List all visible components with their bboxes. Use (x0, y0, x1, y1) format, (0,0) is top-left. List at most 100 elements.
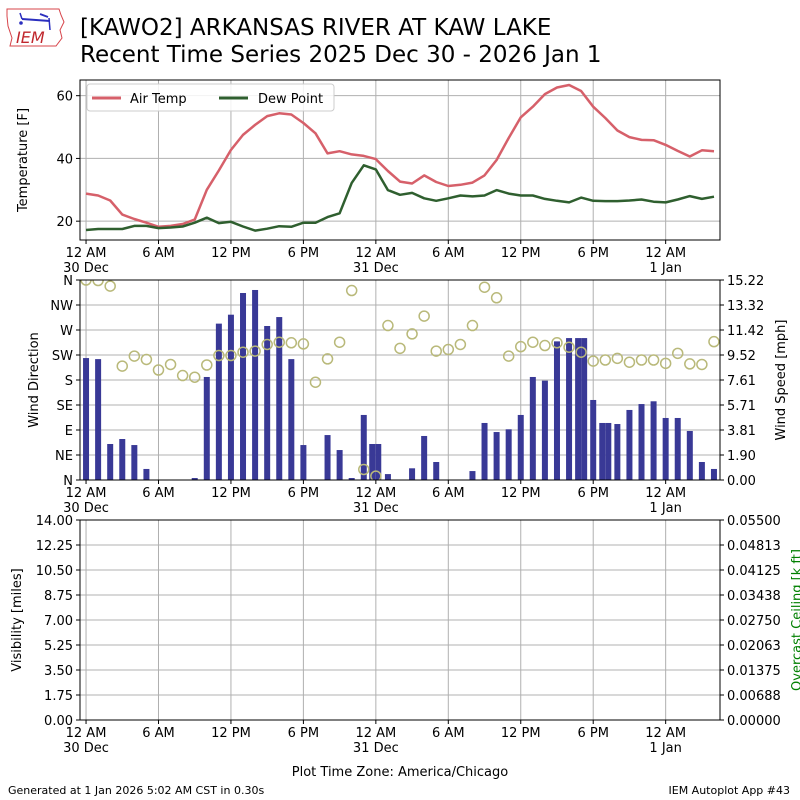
wind-direction-marker (321, 353, 334, 365)
wind-direction-markers (80, 280, 720, 480)
wind-speed-bar (288, 359, 295, 480)
temperature-x-tick-label: 12 PM (501, 246, 541, 261)
visibility-x-tick-label: 12 AM (355, 726, 396, 741)
wind-direction-marker (213, 349, 225, 362)
wind-speed-bar (698, 461, 705, 480)
visibility-tick-label: 10.50 (36, 564, 73, 579)
visibility-tick-label: 8.75 (44, 589, 73, 604)
visibility-x-tick-label: 12 PM (501, 726, 541, 741)
wind-panel: N NE E SE S SW W NW N 0.00 1.90 3.81 5.71 7.61 9.52 11… (27, 274, 789, 516)
wind-speed-bar (662, 417, 669, 480)
wind-speed-bar (590, 399, 597, 480)
wind-speed-tick-label: 13.32 (727, 299, 764, 314)
wind-speed-bar (384, 474, 391, 480)
temperature-x-tick-label: 12 AM (66, 246, 107, 261)
wind-x-tick-sublabel: 1 Jan (649, 501, 681, 516)
wind-direction-marker (370, 470, 382, 480)
wind-speed-bar (264, 325, 271, 480)
svg-text:IEM: IEM (16, 28, 45, 47)
wind-speed-bar (131, 445, 138, 480)
wind-x-tick-label: 6 AM (432, 486, 465, 501)
wind-x-tick-label: 6 PM (577, 486, 608, 501)
ceiling-tick-label: 0.02750 (727, 614, 781, 629)
temperature-x-tick-label: 6 PM (577, 246, 608, 261)
wind-speed-tick-label: 15.22 (727, 274, 764, 289)
wind-speed-bar (203, 376, 210, 480)
visibility-tick-label: 14.00 (36, 514, 73, 529)
visibility-x-tick-label: 12 AM (645, 726, 686, 741)
wind-dir-tick-label: E (65, 424, 73, 439)
wind-direction-marker (164, 358, 177, 371)
legend-box (86, 83, 335, 112)
air-temp-line (85, 83, 715, 229)
wind-speed-bar (119, 439, 126, 480)
temperature-axes-frame (79, 79, 721, 241)
wind-direction-marker (345, 284, 358, 297)
visibility-y-label: Visibility [miles] (10, 568, 25, 671)
legend-air-temp-label: Air Temp (130, 92, 187, 107)
wind-speed-tick-label: 1.90 (727, 449, 756, 464)
wind-x-tick-label: 12 AM (355, 486, 396, 501)
wind-dir-tick-label: S (65, 374, 73, 389)
wind-speed-tick-label: 3.81 (727, 424, 756, 439)
wind-direction-marker (684, 358, 696, 370)
temperature-x-tick-label: 12 PM (211, 246, 251, 261)
ceiling-tick-label: 0.04813 (727, 539, 781, 554)
wind-speed-bar (469, 471, 476, 480)
wind-direction-marker (128, 350, 141, 362)
wind-direction-marker (659, 357, 672, 370)
wind-speed-bar (369, 443, 376, 480)
wind-direction-marker (152, 364, 165, 376)
temperature-x-tick-label: 6 AM (432, 246, 465, 261)
wind-x-tick-label: 12 AM (66, 486, 107, 501)
wind-direction-marker (382, 319, 394, 332)
chart-title: [KAWO2] ARKANSAS RIVER AT KAW LAKE Recen… (80, 15, 602, 69)
title-line-2: Recent Time Series 2025 Dec 30 - 2026 Ja… (80, 42, 602, 68)
temperature-y-label: Temperature [F] (16, 108, 31, 213)
visibility-ticks: 0.00 1.75 3.50 5.25 7.00 8.75 10.50 12.25 14.00 (36, 514, 80, 729)
wind-direction-marker (92, 280, 104, 287)
wind-direction-marker (696, 358, 708, 371)
wind-direction-marker (430, 345, 442, 357)
visibility-x-tick-label: 6 AM (142, 726, 175, 741)
wind-speed-bar (107, 443, 114, 480)
ceiling-y-label: Overcast Ceiling [k ft] (790, 549, 800, 691)
wind-speed-tick-label: 5.71 (727, 399, 756, 414)
wind-speed-tick-label: 7.61 (727, 374, 756, 389)
wind-direction-marker (188, 371, 201, 383)
wind-dir-tick-label: NE (55, 449, 73, 464)
wind-speed-bar (227, 314, 234, 480)
visibility-x-tick-sublabel: 1 Jan (649, 741, 681, 756)
wind-speed-tick-label: 9.52 (727, 349, 756, 364)
temperature-y-tick-label: 40 (56, 152, 73, 167)
wind-speed-bar (375, 443, 382, 480)
wind-direction-marker (671, 347, 684, 360)
title-line-1: [KAWO2] ARKANSAS RIVER AT KAW LAKE (80, 15, 552, 41)
wind-dir-tick-label: SW (52, 349, 73, 364)
wind-speed-bar (95, 359, 102, 480)
ceiling-tick-label: 0.02063 (727, 639, 781, 654)
wind-speed-bar (541, 380, 548, 480)
temperature-x-tick-sublabel: 1 Jan (649, 261, 681, 276)
wind-dir-tick-label: N (63, 474, 73, 489)
wind-x-tick-label: 6 AM (142, 486, 175, 501)
wind-direction-marker (80, 280, 92, 286)
wind-speed-bar (240, 293, 247, 480)
wind-direction-marker (551, 337, 563, 349)
ceiling-tick-label: 0.00000 (727, 714, 781, 729)
wind-direction-marker (104, 280, 116, 292)
wind-speed-bar (650, 401, 657, 480)
wind-direction-marker (623, 356, 636, 368)
wind-direction-ticks: N NE E SE S SW W NW N (50, 274, 80, 489)
wind-direction-marker (176, 369, 189, 382)
wind-x-tick-sublabel: 31 Dec (353, 501, 399, 516)
wind-speed-bar (433, 461, 440, 480)
wind-direction-marker (502, 350, 515, 362)
wind-grid (80, 280, 720, 480)
ceiling-ticks: 0.00000 0.00688 0.01375 0.02063 0.02750 0.034… (720, 514, 781, 729)
wind-speed-bar (566, 338, 573, 480)
wind-speed-bar (324, 435, 331, 480)
ceiling-tick-label: 0.04125 (727, 564, 781, 579)
